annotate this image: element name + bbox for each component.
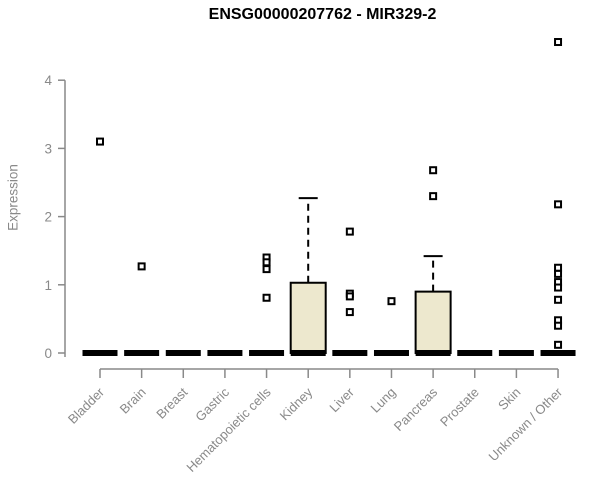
iqr-box — [289, 281, 327, 354]
x-tick-label-lung: Lung — [368, 385, 399, 416]
median-bar — [124, 350, 160, 356]
outlier-point — [345, 308, 354, 317]
median-bar — [249, 350, 285, 356]
y-tick-label: 1 — [44, 278, 52, 293]
boxplot-unknown-other — [540, 38, 576, 356]
iqr-box — [414, 290, 452, 354]
median-bar — [290, 350, 326, 356]
y-axis: 0 1 2 3 4 — [44, 73, 66, 361]
x-tick-label-prostate: Prostate — [437, 385, 482, 430]
median-bar — [165, 350, 201, 356]
boxplot-skin — [498, 350, 534, 356]
x-tick-label-bladder: Bladder — [65, 384, 108, 427]
outlier-point — [96, 137, 104, 146]
x-tick-label-gastric: Gastric — [192, 384, 232, 424]
boxplot-bladder — [82, 137, 118, 356]
outlier-point — [345, 292, 354, 301]
outlier-point — [554, 340, 563, 349]
outlier-point — [345, 227, 354, 236]
chart-title: ENSG00000207762 - MIR329-2 — [208, 6, 437, 23]
outlier-point — [554, 200, 563, 209]
boxplot-kidney — [289, 197, 327, 356]
y-tick-label: 4 — [44, 73, 52, 88]
x-tick-label-breast: Breast — [153, 384, 190, 421]
x-tick-label-kidney: Kidney — [277, 384, 316, 423]
outlier-point — [554, 321, 563, 330]
outlier-point — [554, 283, 563, 292]
outlier-point — [429, 192, 438, 201]
boxplot-gastric — [207, 350, 243, 356]
median-bar — [373, 350, 409, 356]
y-tick-label: 2 — [44, 210, 52, 225]
median-bar — [332, 350, 368, 356]
median-bar — [498, 350, 534, 356]
x-tick-label-brain: Brain — [117, 385, 149, 417]
outlier-point — [554, 295, 563, 304]
median-bar — [207, 350, 243, 356]
outlier-point — [262, 293, 271, 302]
outlier-point — [554, 269, 563, 278]
x-tick-label-skin: Skin — [495, 385, 523, 413]
outlier-point — [554, 263, 563, 272]
median-bar — [415, 350, 451, 356]
median-bar — [540, 350, 576, 356]
outlier-point — [387, 297, 396, 306]
x-tick-label-pancreas: Pancreas — [391, 384, 441, 434]
median-bar — [82, 350, 118, 356]
outlier-point — [429, 166, 438, 175]
y-tick-label: 0 — [44, 346, 52, 361]
boxplot-prostate — [457, 350, 493, 356]
outlier-point — [262, 258, 271, 267]
boxplot-pancreas — [414, 166, 452, 356]
median-bar — [457, 350, 493, 356]
boxplot-lung — [373, 297, 409, 356]
outlier-point — [554, 38, 563, 47]
boxplot-breast — [165, 350, 201, 356]
boxplot-hematopoietic-cells — [249, 253, 285, 356]
y-tick-label: 3 — [44, 141, 52, 156]
outlier-point — [262, 265, 271, 274]
boxplot-liver — [332, 227, 368, 356]
x-tick-label-unknown-other: Unknown / Other — [486, 384, 566, 464]
boxplot-brain — [124, 262, 160, 356]
x-tick-label-liver: Liver — [326, 384, 357, 415]
outlier-point — [137, 262, 146, 271]
